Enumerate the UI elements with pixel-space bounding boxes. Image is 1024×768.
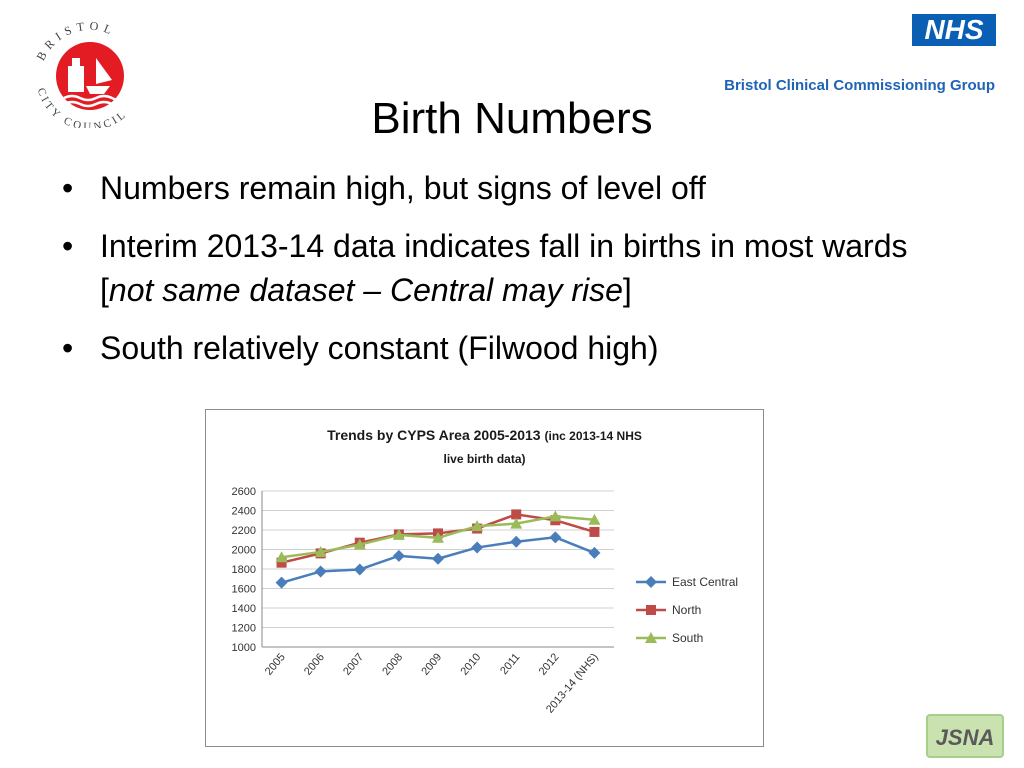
bullet-item: South relatively constant (Filwood high) [62, 326, 962, 370]
x-tick-label: 2008 [380, 651, 405, 677]
y-tick-label: 2400 [232, 506, 256, 518]
x-tick-label: 2005 [263, 651, 288, 677]
bullet-list: Numbers remain high, but signs of level … [62, 166, 962, 384]
data-point [392, 528, 405, 540]
data-point [392, 549, 405, 562]
ccg-name: Bristol Clinical Commissioning Group [724, 77, 995, 94]
data-point [471, 541, 484, 554]
x-tick-label: 2012 [537, 651, 562, 677]
x-tick-label: 2007 [341, 651, 366, 677]
y-tick-label: 1400 [232, 603, 256, 615]
data-point [589, 526, 600, 537]
y-tick-label: 2000 [232, 545, 256, 557]
y-tick-label: 1000 [232, 642, 256, 654]
y-tick-label: 2600 [232, 486, 256, 498]
legend-marker [645, 576, 657, 588]
legend-label: North [672, 603, 701, 617]
data-point [588, 513, 601, 525]
x-tick-label: 2011 [498, 651, 522, 677]
bullet-item: Numbers remain high, but signs of level … [62, 166, 962, 210]
data-point [432, 531, 444, 543]
data-point [471, 520, 484, 532]
legend-marker [646, 605, 656, 615]
bullet-text-end: ] [622, 272, 632, 308]
legend-label: South [672, 631, 703, 645]
legend-marker [645, 632, 657, 643]
y-tick-label: 1800 [232, 564, 256, 576]
bullet-item: Interim 2013-14 data indicates fall in b… [62, 224, 962, 312]
line-chart: Trends by CYPS Area 2005-2013 (inc 2013-… [205, 409, 764, 747]
bullet-text: Numbers remain high, but signs of level … [100, 170, 706, 206]
data-point [353, 563, 366, 576]
slide-title: Birth Numbers [371, 94, 653, 143]
data-point [275, 576, 288, 589]
data-point [549, 531, 562, 544]
data-point [314, 545, 327, 557]
chart-title-main: Trends by CYPS Area 2005-2013 [327, 427, 541, 443]
data-point [314, 565, 327, 578]
x-tick-label: 2006 [302, 651, 327, 677]
x-tick-label: 2010 [458, 651, 483, 677]
nhs-logo: NHS [912, 14, 996, 46]
data-point [511, 509, 522, 520]
bristol-city-council-logo: BRISTOL CITY COUNCIL [20, 18, 160, 133]
x-tick-label: 2009 [419, 651, 444, 677]
data-point [588, 546, 601, 559]
chart-title-note: (inc 2013-14 NHS [544, 429, 642, 443]
data-point [510, 517, 523, 529]
data-point [432, 552, 444, 565]
y-tick-label: 2200 [232, 525, 256, 537]
chart-title: Trends by CYPS Area 2005-2013 (inc 2013-… [206, 424, 763, 470]
chart-plot: 1000 1200 1400 1600 1800 2000 2200 2400 2600 2005… [232, 486, 739, 716]
data-point [549, 510, 562, 522]
chart-title-line2: live birth data) [443, 452, 526, 466]
bullet-text: South relatively constant (Filwood high) [100, 330, 659, 366]
data-point [275, 551, 288, 563]
data-point [353, 538, 366, 550]
jsna-badge: JSNA [926, 714, 1004, 758]
y-tick-label: 1600 [232, 584, 256, 596]
bullet-text: Interim 2013-14 data indicates fall in b… [100, 228, 908, 308]
legend-label: East Central [672, 575, 738, 589]
data-point [510, 535, 523, 548]
y-tick-label: 1200 [232, 623, 256, 635]
bullet-italic-text: not same dataset – Central may rise [108, 272, 623, 308]
data-point [276, 557, 287, 568]
